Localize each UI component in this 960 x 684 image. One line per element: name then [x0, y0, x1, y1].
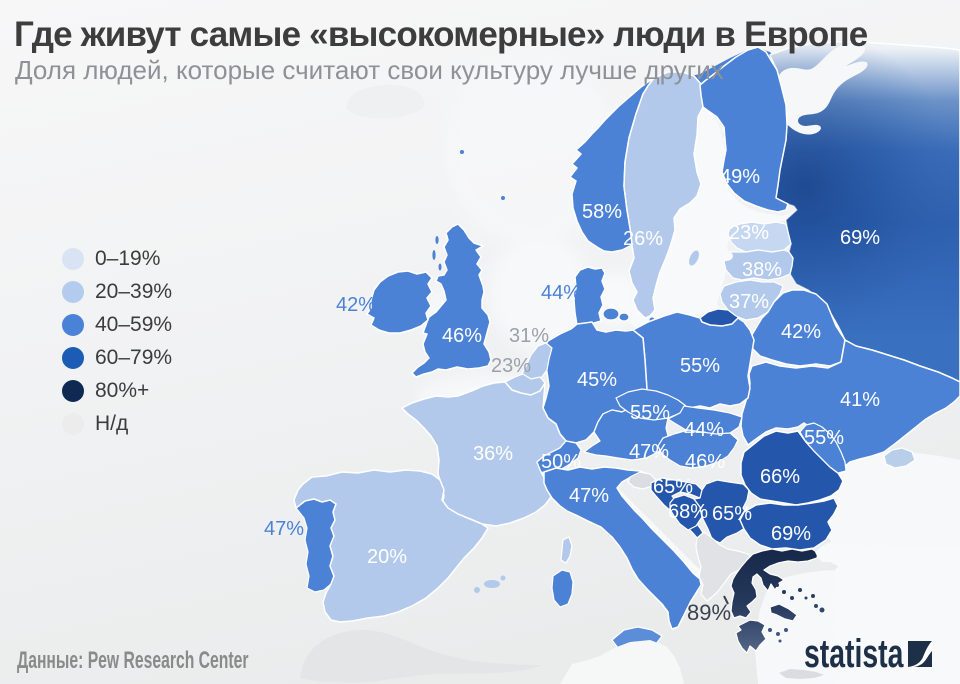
svg-text:23%: 23%: [491, 355, 531, 377]
svg-text:41%: 41%: [840, 389, 880, 411]
svg-text:58%: 58%: [582, 201, 622, 223]
svg-text:26%: 26%: [623, 228, 663, 250]
svg-text:23%: 23%: [729, 222, 769, 244]
svg-text:69%: 69%: [771, 523, 811, 545]
svg-text:31%: 31%: [509, 325, 549, 347]
svg-text:49%: 49%: [720, 166, 760, 188]
svg-text:50%: 50%: [541, 451, 581, 473]
svg-text:46%: 46%: [685, 451, 725, 473]
svg-text:42%: 42%: [336, 294, 376, 316]
svg-text:55%: 55%: [630, 402, 670, 424]
svg-text:46%: 46%: [442, 325, 482, 347]
svg-text:69%: 69%: [840, 227, 880, 249]
svg-text:36%: 36%: [473, 443, 513, 465]
svg-text:55%: 55%: [804, 427, 844, 449]
svg-text:55%: 55%: [680, 355, 720, 377]
svg-text:42%: 42%: [781, 321, 821, 343]
svg-text:44%: 44%: [684, 419, 724, 441]
svg-text:38%: 38%: [742, 259, 782, 281]
svg-text:20%: 20%: [367, 546, 407, 568]
svg-text:47%: 47%: [569, 485, 609, 507]
svg-text:65%: 65%: [712, 503, 752, 525]
svg-text:statista: statista: [804, 637, 904, 676]
svg-text:65%: 65%: [653, 476, 693, 498]
svg-text:47%: 47%: [629, 441, 669, 463]
svg-text:44%: 44%: [541, 282, 581, 304]
svg-text:37%: 37%: [729, 291, 769, 313]
svg-text:68%: 68%: [668, 501, 708, 523]
svg-text:89%: 89%: [687, 600, 731, 625]
svg-text:66%: 66%: [760, 466, 800, 488]
svg-text:47%: 47%: [264, 518, 304, 540]
svg-text:45%: 45%: [577, 369, 617, 391]
